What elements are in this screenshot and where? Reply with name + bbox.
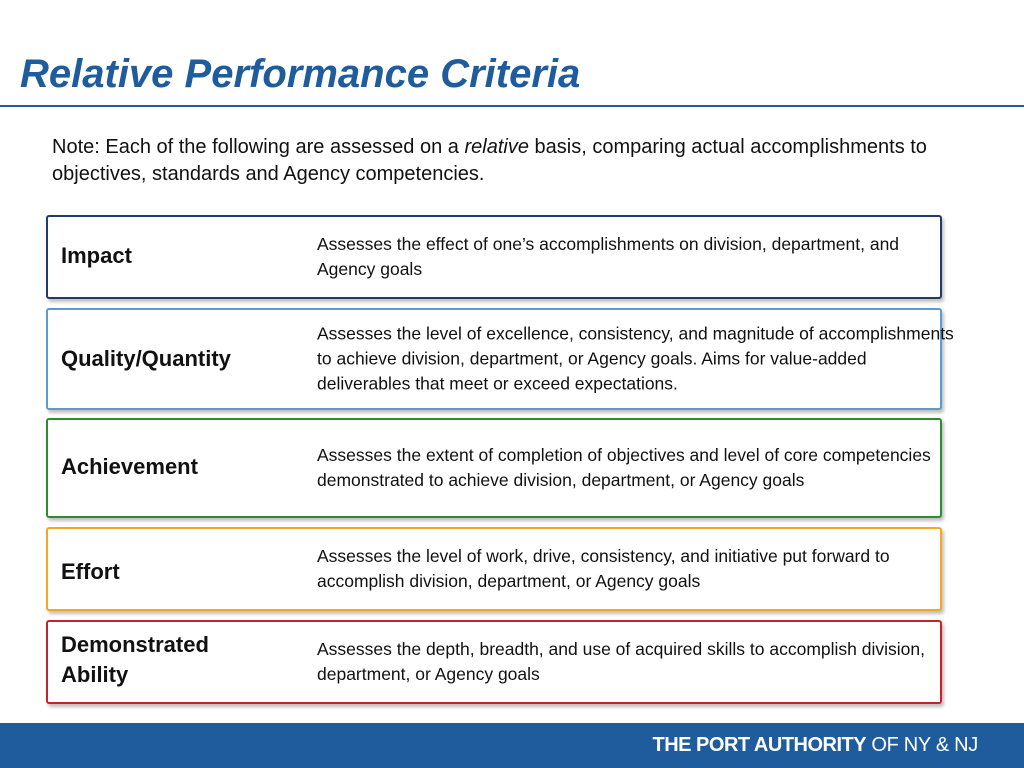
criterion-description: Assesses the depth, breadth, and use of … xyxy=(317,639,925,684)
criterion-achievement: Achievement Assesses the extent of compl… xyxy=(46,418,942,518)
logo-light-text: OF NY & NJ xyxy=(866,734,978,756)
note-text-before: Note: Each of the following are assessed… xyxy=(52,136,465,158)
note-emphasis: relative xyxy=(464,136,529,158)
criterion-name: Achievement xyxy=(61,454,198,479)
criterion-name: Demonstrated Ability xyxy=(61,632,209,687)
slide-note: Note: Each of the following are assessed… xyxy=(52,134,932,188)
criterion-description: Assesses the level of excellence, consis… xyxy=(317,323,954,394)
title-underline xyxy=(0,105,1024,107)
logo-bold-text: THE PORT AUTHORITY xyxy=(652,734,867,756)
criterion-name: Quality/Quantity xyxy=(61,346,231,371)
criterion-description: Assesses the level of work, drive, consi… xyxy=(317,546,890,591)
criterion-name: Effort xyxy=(61,559,120,584)
criterion-description: Assesses the effect of one’s accomplishm… xyxy=(317,234,900,279)
port-authority-logo: THE PORT AUTHORITY OF NY & NJ xyxy=(653,734,979,756)
criterion-impact: Impact Assesses the effect of one’s acco… xyxy=(46,215,942,299)
criterion-name: Impact xyxy=(61,243,132,268)
criterion-effort: Effort Assesses the level of work, drive… xyxy=(46,527,942,611)
footer-bar: THE PORT AUTHORITY OF NY & NJ xyxy=(0,723,1024,768)
slide-title: Relative Performance Criteria xyxy=(20,52,581,96)
criterion-quality-quantity: Quality/Quantity Assesses the level of e… xyxy=(46,308,954,410)
note-text-after: basis, comparing actual accomplishments … xyxy=(52,136,927,185)
criterion-demonstrated-ability: Demonstrated Ability Assesses the depth,… xyxy=(46,620,942,704)
criterion-description: Assesses the extent of completion of obj… xyxy=(317,445,931,490)
